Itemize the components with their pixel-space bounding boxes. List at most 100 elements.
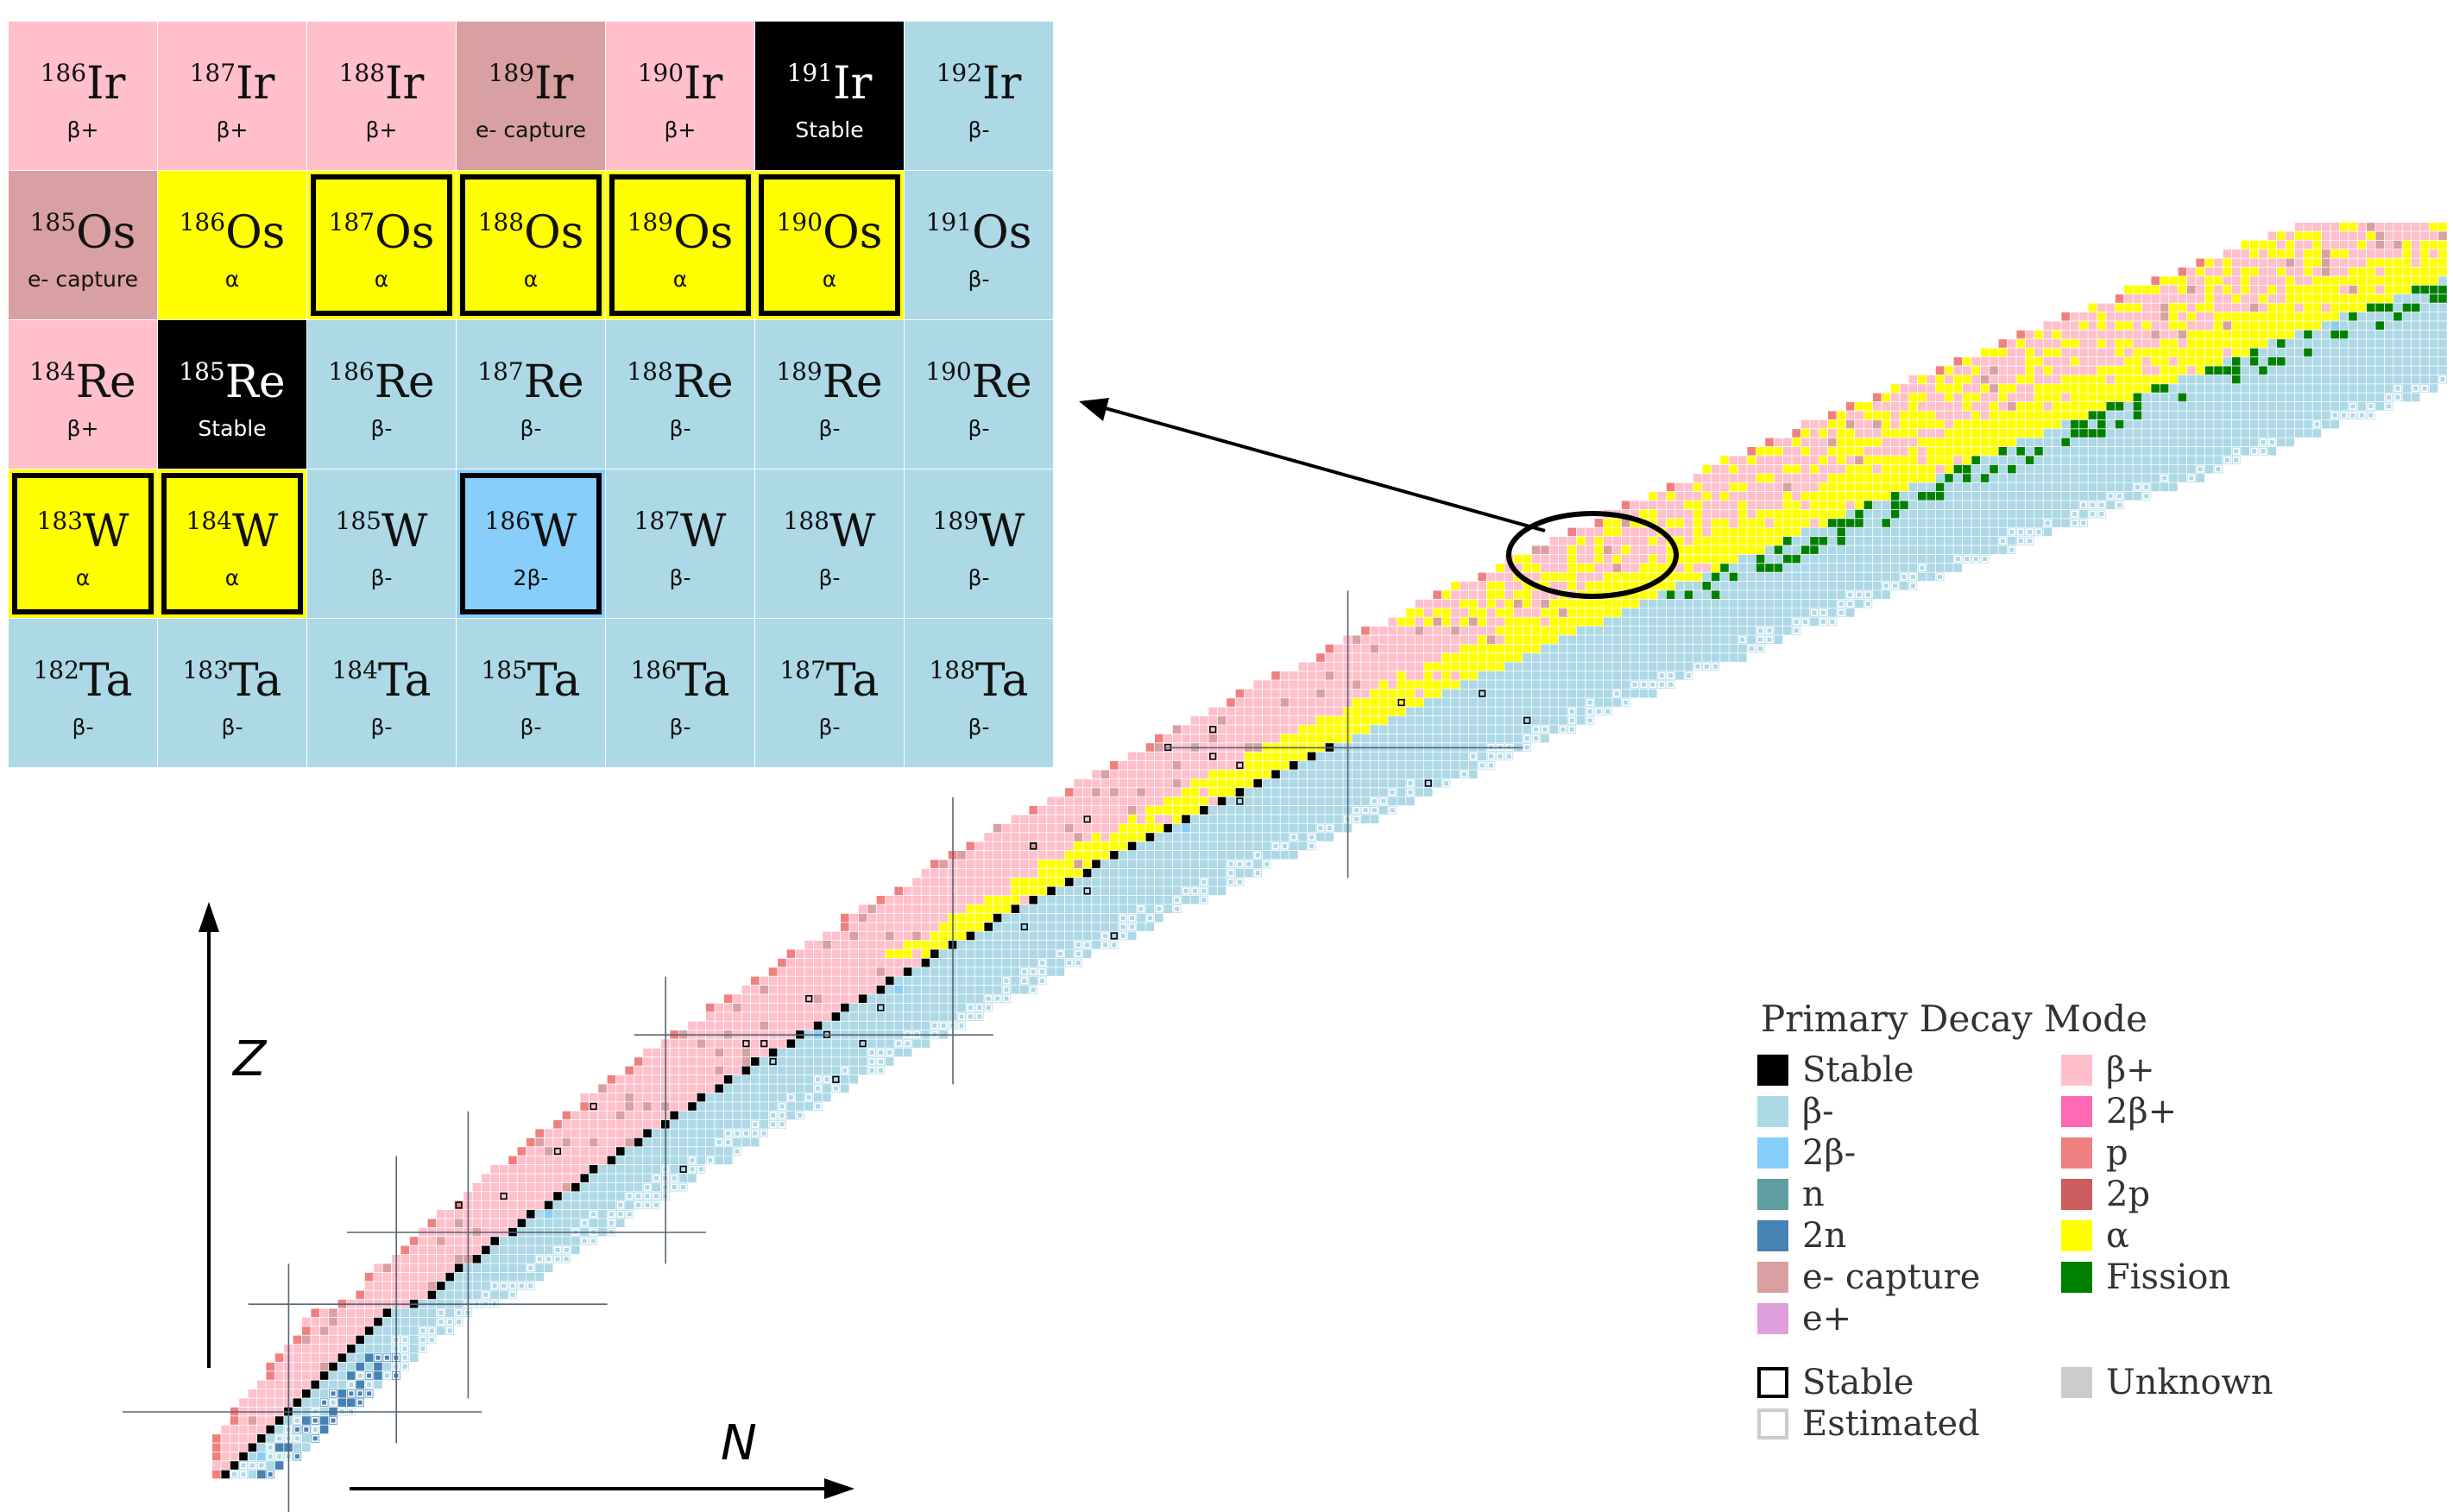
beta-minus-cell <box>1541 734 1549 743</box>
beta-minus-cell <box>1971 519 1980 527</box>
beta-minus-cell <box>2223 357 2232 366</box>
beta-plus-cell <box>527 1147 535 1156</box>
beta-plus-cell <box>625 1111 634 1120</box>
beta-plus-cell <box>544 1165 553 1174</box>
alpha-cell <box>2375 258 2384 268</box>
beta-minus-cell <box>607 1200 616 1210</box>
fission-cell <box>1783 537 1792 545</box>
alpha-cell <box>1837 411 1845 419</box>
alpha-cell <box>1711 554 1720 564</box>
beta-minus-cell <box>1298 833 1307 841</box>
beta-plus-cell <box>1541 564 1549 572</box>
beta-minus-cell <box>751 1066 760 1075</box>
beta-minus-cell <box>1657 680 1666 689</box>
alpha-cell <box>1424 671 1433 680</box>
beta-plus-cell <box>930 913 939 923</box>
beta-minus-cell <box>1675 671 1684 680</box>
beta-minus-cell <box>1514 662 1523 671</box>
alpha-cell <box>2259 339 2267 348</box>
alpha-cell <box>1998 429 2008 438</box>
beta-minus-cell <box>490 1245 499 1255</box>
beta-minus-cell <box>1953 509 1963 519</box>
alpha-cell <box>1074 841 1082 851</box>
alpha-cell <box>1316 734 1325 743</box>
beta-plus-cell <box>2097 330 2106 339</box>
beta-minus-cell <box>1567 716 1576 725</box>
beta-plus-cell <box>2169 330 2178 339</box>
beta-plus-cell <box>1675 492 1684 501</box>
beta-minus-cell <box>876 1012 886 1021</box>
beta-plus-cell <box>1693 492 1702 501</box>
alpha-cell <box>1630 590 1639 599</box>
beta-plus-cell <box>634 1075 643 1084</box>
alpha-cell <box>1460 662 1469 671</box>
stable-cell <box>527 1210 535 1219</box>
beta-minus-cell <box>1155 851 1163 860</box>
beta-plus-cell <box>1029 823 1037 833</box>
beta-minus-cell <box>2008 492 2016 501</box>
ec-cell <box>1433 617 1441 627</box>
alpha-cell <box>1549 635 1559 644</box>
stable-cell <box>437 1282 445 1290</box>
beta-plus-cell <box>1226 752 1235 761</box>
alpha-cell <box>2034 411 2043 419</box>
beta-minus-cell <box>2106 438 2115 447</box>
beta-minus-cell <box>1290 823 1298 833</box>
beta-plus-cell <box>2008 375 2016 384</box>
beta-minus-cell <box>1657 653 1666 662</box>
beta-minus-cell <box>1200 851 1208 860</box>
beta-minus-cell <box>1307 833 1316 841</box>
beta-minus-cell <box>2151 464 2160 474</box>
beta-minus-cell <box>1953 527 1963 537</box>
fission-cell <box>2204 366 2214 375</box>
beta-minus-cell <box>2160 393 2169 402</box>
beta-minus-cell <box>499 1255 508 1263</box>
fission-cell <box>2133 411 2142 419</box>
stable-cell <box>445 1272 454 1282</box>
beta-minus-cell <box>1845 537 1855 545</box>
beta-minus-cell <box>984 949 993 958</box>
beta-minus-cell <box>643 1137 652 1147</box>
alpha-cell <box>2070 339 2079 348</box>
beta-plus-cell <box>562 1156 571 1165</box>
beta-plus-cell <box>2241 303 2249 312</box>
ec-cell <box>319 1362 329 1371</box>
beta-minus-cell <box>1567 671 1576 680</box>
beta-plus-cell <box>867 986 876 994</box>
beta-plus-cell <box>374 1282 382 1290</box>
beta-minus-cell <box>2339 411 2349 419</box>
beta-plus-cell <box>2088 366 2097 375</box>
fission-cell <box>1711 572 1720 582</box>
beta-minus-cell <box>1127 860 1137 868</box>
beta-minus-cell <box>2088 492 2097 501</box>
beta-minus-cell <box>1011 976 1020 986</box>
beta-minus-cell <box>1720 599 1729 608</box>
beta-minus-cell <box>1586 689 1594 698</box>
alpha-cell <box>2277 321 2286 330</box>
beta-plus-cell <box>1253 698 1262 707</box>
alpha-cell <box>1684 545 1693 554</box>
alpha-cell <box>2367 258 2375 268</box>
beta-minus-cell <box>1262 841 1271 851</box>
beta-plus-cell <box>849 941 858 949</box>
beta-minus-cell <box>2312 348 2322 357</box>
beta-minus-cell <box>1855 554 1863 564</box>
beta-minus-cell <box>796 1075 804 1084</box>
beta-minus-cell <box>886 1048 894 1057</box>
beta-plus-cell <box>257 1398 266 1407</box>
beta-plus-cell <box>1649 545 1657 554</box>
beta-plus-cell <box>302 1353 311 1362</box>
alpha-cell <box>921 941 930 949</box>
beta-minus-cell <box>2053 519 2061 527</box>
beta-minus-cell <box>2241 402 2249 411</box>
beta-minus-cell <box>930 986 939 994</box>
beta-minus-cell <box>1657 671 1666 680</box>
alpha-cell <box>1738 501 1747 509</box>
beta-minus-cell <box>1576 716 1586 725</box>
beta-minus-cell <box>1576 707 1586 716</box>
beta-plus-cell <box>894 958 903 967</box>
beta-minus-cell <box>2079 519 2088 527</box>
beta-plus-cell <box>2232 303 2241 312</box>
alpha-cell <box>2286 285 2294 294</box>
beta-minus-cell <box>1523 725 1531 734</box>
